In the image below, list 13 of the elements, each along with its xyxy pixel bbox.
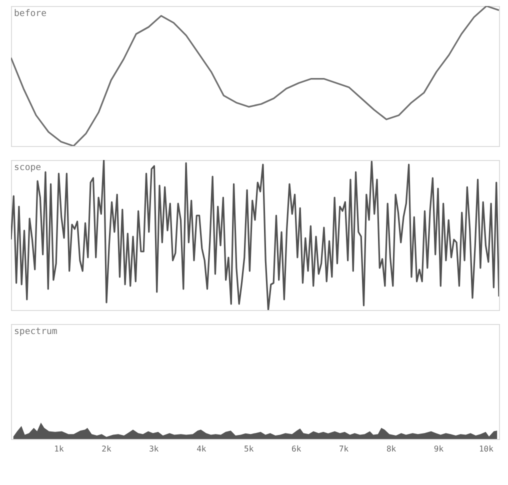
- x-tick-label: 10k: [478, 444, 494, 454]
- x-tick-label: 2k: [102, 444, 112, 454]
- x-tick-label: 6k: [292, 444, 302, 454]
- x-tick-label: 3k: [149, 444, 159, 454]
- chart-title: before: [14, 9, 47, 19]
- x-tick-label: 8k: [386, 444, 396, 454]
- x-tick-label: 9k: [434, 444, 444, 454]
- x-tick-label: 7k: [338, 444, 349, 454]
- x-tick-label: 5k: [244, 444, 254, 454]
- x-tick-label: 4k: [196, 444, 206, 454]
- chart-title: scope: [14, 163, 42, 173]
- x-tick-label: 1k: [54, 444, 64, 454]
- chart-title: spectrum: [14, 327, 58, 337]
